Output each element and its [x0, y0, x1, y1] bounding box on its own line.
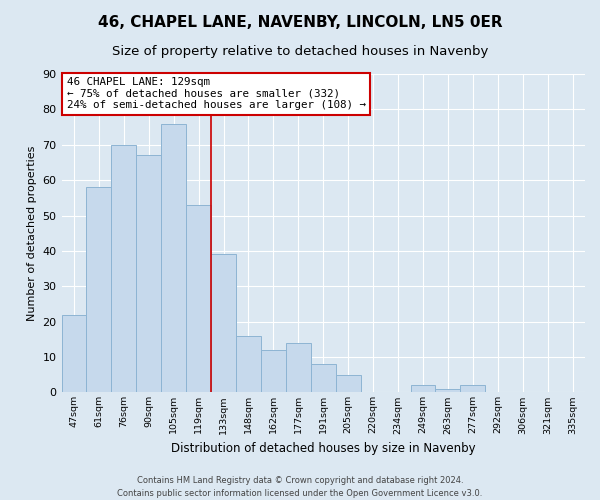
Bar — [211, 254, 236, 392]
Y-axis label: Number of detached properties: Number of detached properties — [27, 146, 37, 321]
Bar — [136, 156, 161, 392]
Bar — [161, 124, 186, 392]
Bar — [112, 145, 136, 392]
X-axis label: Distribution of detached houses by size in Navenby: Distribution of detached houses by size … — [171, 442, 476, 455]
Bar — [286, 343, 311, 392]
Bar — [311, 364, 336, 392]
Bar — [336, 374, 361, 392]
Bar — [460, 386, 485, 392]
Bar — [62, 314, 86, 392]
Text: Size of property relative to detached houses in Navenby: Size of property relative to detached ho… — [112, 45, 488, 58]
Bar — [410, 386, 436, 392]
Bar — [436, 389, 460, 392]
Text: 46, CHAPEL LANE, NAVENBY, LINCOLN, LN5 0ER: 46, CHAPEL LANE, NAVENBY, LINCOLN, LN5 0… — [98, 15, 502, 30]
Text: 46 CHAPEL LANE: 129sqm
← 75% of detached houses are smaller (332)
24% of semi-de: 46 CHAPEL LANE: 129sqm ← 75% of detached… — [67, 77, 366, 110]
Bar — [186, 205, 211, 392]
Text: Contains HM Land Registry data © Crown copyright and database right 2024.
Contai: Contains HM Land Registry data © Crown c… — [118, 476, 482, 498]
Bar — [236, 336, 261, 392]
Bar — [261, 350, 286, 393]
Bar — [86, 187, 112, 392]
